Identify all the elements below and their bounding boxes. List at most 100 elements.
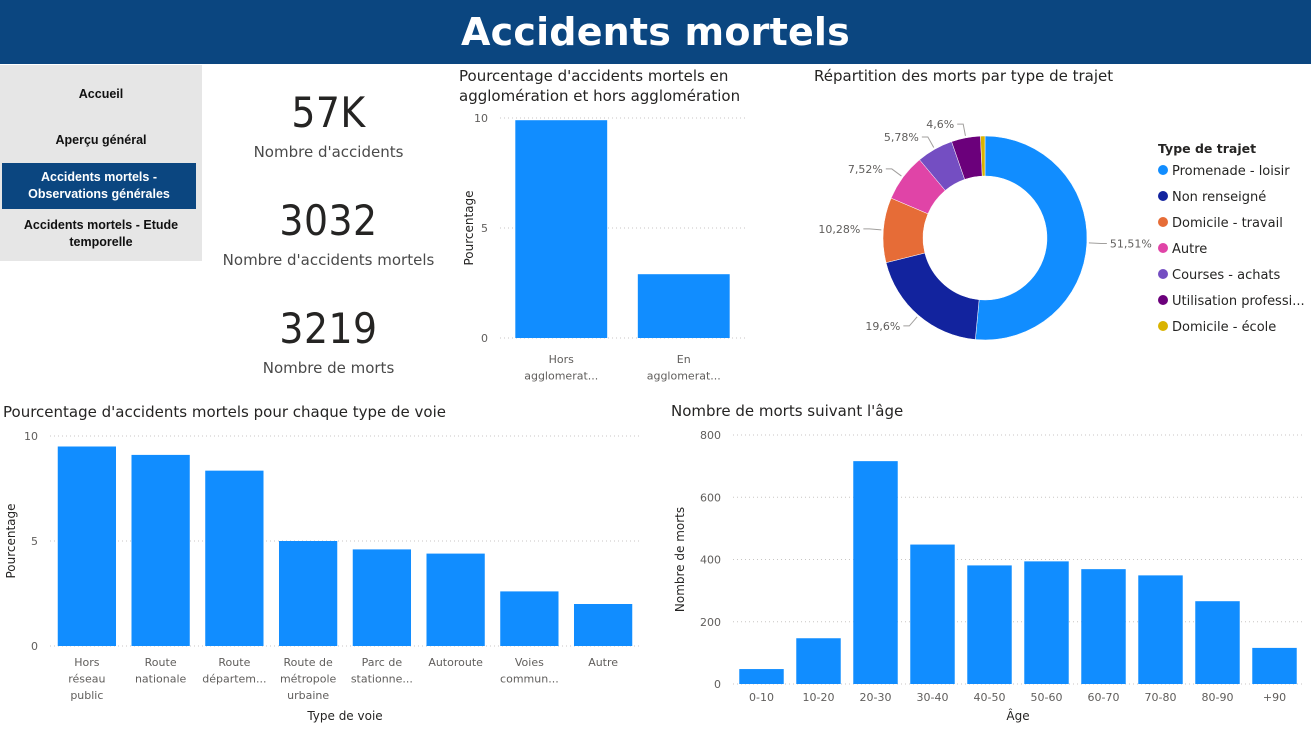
nav-label-apercu-general: Aperçu général bbox=[55, 133, 147, 147]
chart-agglomeration-title-line1: Pourcentage d'accidents mortels en bbox=[459, 67, 729, 85]
voie-xtick-label: Autre bbox=[588, 656, 618, 669]
age-bar bbox=[1252, 647, 1297, 684]
voie-bar bbox=[352, 549, 412, 646]
page-title: Accidents mortels bbox=[0, 0, 1311, 64]
donut-leader-line bbox=[885, 168, 902, 177]
voie-xtick-label: nationale bbox=[135, 673, 187, 686]
nav-label-temporelle-line2: temporelle bbox=[69, 235, 133, 249]
legend-marker bbox=[1158, 165, 1168, 175]
nav-button-apercu-general[interactable]: Aperçu général bbox=[0, 132, 202, 149]
legend-item-label: Non renseigné bbox=[1172, 190, 1266, 205]
age-ytick-label: 400 bbox=[700, 554, 721, 567]
donut-leader-line bbox=[863, 228, 882, 231]
voie-bar bbox=[278, 541, 338, 646]
donut-pct-label: 7,52% bbox=[848, 163, 883, 176]
age-bar bbox=[796, 638, 841, 684]
age-xtick-label: 0-10 bbox=[749, 691, 774, 704]
chart-age: 0 200 400 600 800 0-10 10-20 20-30 30-40 40-50 50-… bbox=[673, 429, 1303, 723]
age-xtick-label: 70-80 bbox=[1145, 691, 1177, 704]
kpi-morts-label: Nombre de morts bbox=[262, 359, 395, 377]
legend-marker bbox=[1158, 191, 1168, 201]
donut-pct-label: 10,28% bbox=[818, 223, 860, 236]
chart-trajet-title: Répartition des morts par type de trajet bbox=[814, 67, 1114, 85]
voie-ytick-label: 5 bbox=[31, 535, 38, 548]
nav-button-accueil[interactable]: Accueil bbox=[0, 86, 202, 103]
legend-item-label: Autre bbox=[1172, 242, 1207, 257]
kpi-accidents-value: 57K bbox=[291, 88, 366, 137]
voie-xtick-label: commun... bbox=[500, 673, 559, 686]
chart-trajet-donut: 51,51% 19,6% 10,28% 7,52% 5,78% 4,6% Type de t… bbox=[818, 118, 1305, 341]
voie-xtick-label: Route bbox=[218, 656, 250, 669]
agglo-xtick-label: agglomerat... bbox=[524, 370, 598, 383]
kpi-accidents-mortels-label: Nombre d'accidents mortels bbox=[222, 251, 435, 269]
voie-xtick-label: Autoroute bbox=[428, 656, 483, 669]
donut-leader-line bbox=[903, 316, 918, 327]
legend-item-label: Promenade - loisir bbox=[1172, 164, 1290, 179]
voie-xtick-label: métropole bbox=[280, 673, 337, 686]
voie-xtick-label: Hors bbox=[74, 656, 100, 669]
age-xlabel: Âge bbox=[1006, 708, 1029, 723]
donut-slice bbox=[975, 135, 1088, 341]
voie-xtick-label: urbaine bbox=[287, 689, 329, 702]
legend-marker bbox=[1158, 217, 1168, 227]
kpi-morts-value: 3219 bbox=[279, 304, 378, 353]
age-bar bbox=[1081, 569, 1126, 684]
voie-ytick-label: 0 bbox=[31, 640, 38, 653]
legend-marker bbox=[1158, 321, 1168, 331]
nav-panel: Accueil Aperçu général Accidents mortels… bbox=[0, 65, 202, 261]
age-xtick-label: 10-20 bbox=[803, 691, 835, 704]
nav-label-accueil: Accueil bbox=[78, 87, 124, 101]
voie-ylabel: Pourcentage bbox=[4, 503, 18, 578]
agglo-bar bbox=[637, 274, 730, 338]
age-ytick-label: 600 bbox=[700, 491, 721, 504]
age-bar bbox=[1138, 575, 1183, 684]
legend-item-label: Domicile - école bbox=[1172, 320, 1276, 335]
voie-xtick-label: départem... bbox=[202, 673, 266, 686]
legend-title: Type de trajet bbox=[1158, 141, 1256, 156]
voie-bar bbox=[573, 604, 633, 646]
age-bar bbox=[1024, 561, 1069, 684]
agglo-bar bbox=[515, 120, 608, 338]
donut-pct-label: 19,6% bbox=[865, 320, 900, 333]
voie-bar bbox=[205, 470, 264, 646]
agglo-ytick-label: 10 bbox=[474, 112, 488, 125]
age-bar bbox=[910, 544, 955, 684]
voie-xtick-label: stationne... bbox=[351, 673, 413, 686]
donut-slice bbox=[980, 135, 986, 177]
donut-pct-label: 5,78% bbox=[884, 131, 919, 144]
voie-xtick-label: public bbox=[70, 689, 103, 702]
chart-voie-title: Pourcentage d'accidents mortels pour cha… bbox=[3, 403, 446, 421]
age-ytick-label: 800 bbox=[700, 429, 721, 442]
age-bar bbox=[967, 565, 1012, 684]
age-xtick-label: 40-50 bbox=[974, 691, 1006, 704]
legend-item-label: Courses - achats bbox=[1172, 268, 1281, 283]
age-xtick-label: 50-60 bbox=[1031, 691, 1063, 704]
chart-age-title: Nombre de morts suivant l'âge bbox=[671, 402, 904, 420]
age-bar bbox=[739, 669, 784, 684]
nav-button-etude-temporelle[interactable]: Accidents mortels - Etude temporelle bbox=[0, 217, 202, 251]
agglo-xtick-label: En bbox=[677, 353, 691, 366]
nav-label-temporelle-line1: Accidents mortels - Etude bbox=[23, 218, 179, 232]
nav-button-observations-generales[interactable]: Accidents mortels - Observations général… bbox=[2, 163, 196, 209]
voie-xtick-label: Parc de bbox=[362, 656, 403, 669]
age-bar bbox=[853, 461, 898, 684]
age-ytick-label: 200 bbox=[700, 616, 721, 629]
legend-marker bbox=[1158, 243, 1168, 253]
nav-label-observations-line2: Observations générales bbox=[28, 187, 170, 201]
age-xtick-label: 20-30 bbox=[860, 691, 892, 704]
voie-xtick-label: Voies bbox=[515, 656, 544, 669]
kpi-accidents-label: Nombre d'accidents bbox=[253, 143, 404, 161]
donut-leader-line bbox=[1088, 242, 1107, 245]
voie-xtick-label: Route bbox=[145, 656, 177, 669]
donut-pct-label: 4,6% bbox=[926, 118, 954, 131]
chart-agglomeration: 0 5 10 Hors agglomerat... En agglomerat... Pour… bbox=[462, 112, 745, 383]
voie-xlabel: Type de voie bbox=[306, 709, 382, 723]
agglo-xtick-label: Hors bbox=[549, 353, 575, 366]
age-ytick-label: 0 bbox=[714, 678, 721, 691]
age-bar bbox=[1195, 601, 1240, 684]
donut-leader-line bbox=[957, 123, 966, 136]
age-ylabel: Nombre de morts bbox=[673, 507, 687, 612]
agglo-ytick-label: 5 bbox=[481, 222, 488, 235]
age-xtick-label: 30-40 bbox=[917, 691, 949, 704]
voie-bar bbox=[131, 454, 190, 646]
